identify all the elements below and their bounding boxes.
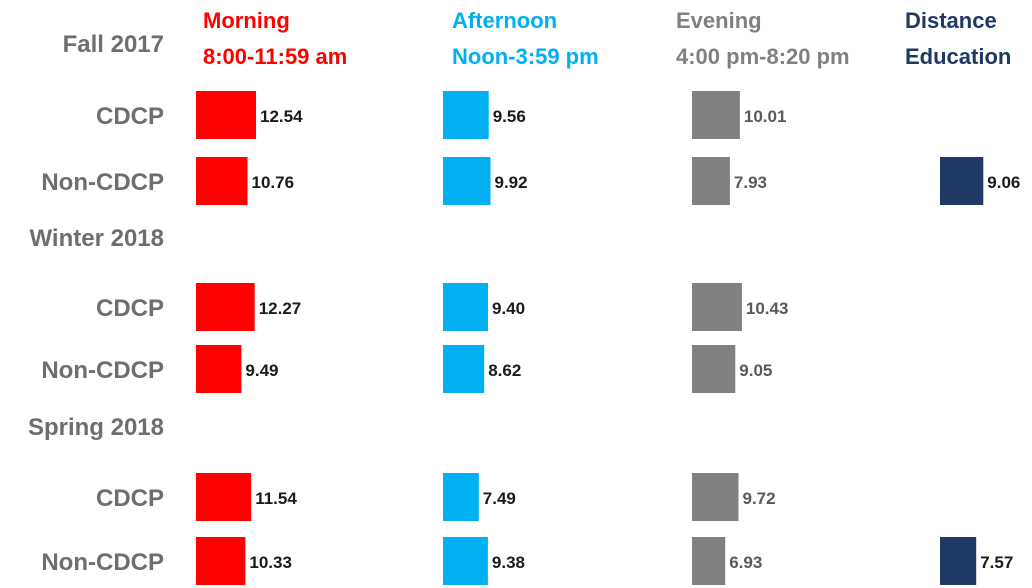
bar-evening <box>692 473 739 521</box>
bar-morning <box>196 473 252 521</box>
value-label-afternoon: 9.56 <box>493 107 526 126</box>
value-label-evening: 9.72 <box>743 489 776 508</box>
value-label-evening: 9.05 <box>739 361 772 380</box>
bar-afternoon <box>443 157 491 205</box>
bar-morning <box>196 91 256 139</box>
term-label: Fall 2017 <box>63 31 164 58</box>
row-label: CDCP <box>96 485 164 512</box>
bar-distance <box>940 537 977 585</box>
row-label: CDCP <box>96 103 164 130</box>
term-label: Winter 2018 <box>29 225 164 252</box>
value-label-evening: 10.43 <box>746 299 789 318</box>
bar-distance <box>940 157 984 205</box>
bar-afternoon <box>443 91 489 139</box>
bar-evening <box>692 91 740 139</box>
row-label: Non-CDCP <box>41 357 164 384</box>
value-label-evening: 10.01 <box>744 107 787 126</box>
value-label-evening: 7.93 <box>734 173 767 192</box>
bar-morning <box>196 283 255 331</box>
value-label-distance: 9.06 <box>987 173 1020 192</box>
bar-afternoon <box>443 473 479 521</box>
bar-evening <box>692 283 742 331</box>
value-label-morning: 9.49 <box>245 361 278 380</box>
bar-evening <box>692 345 736 393</box>
value-label-evening: 6.93 <box>729 553 762 572</box>
header-afternoon-subtitle: Noon-3:59 pm <box>452 44 599 69</box>
header-afternoon-title: Afternoon <box>452 8 557 33</box>
row-label: CDCP <box>96 295 164 322</box>
bar-afternoon <box>443 345 485 393</box>
value-label-morning: 11.54 <box>255 489 297 508</box>
bar-evening <box>692 157 730 205</box>
bar-morning <box>196 345 242 393</box>
bar-afternoon <box>443 283 488 331</box>
row-label: Non-CDCP <box>41 169 164 196</box>
value-label-morning: 12.54 <box>260 107 303 126</box>
value-label-morning: 10.33 <box>249 553 292 572</box>
header-morning-subtitle: 8:00-11:59 am <box>203 44 347 69</box>
value-label-afternoon: 9.92 <box>495 173 528 192</box>
value-label-morning: 12.27 <box>259 299 302 318</box>
header-evening-title: Evening <box>676 8 762 33</box>
term-label: Spring 2018 <box>28 414 164 441</box>
header-morning-title: Morning <box>203 8 290 33</box>
value-label-afternoon: 9.40 <box>492 299 525 318</box>
header-distance-subtitle: Education <box>905 44 1011 69</box>
header-evening-subtitle: 4:00 pm-8:20 pm <box>676 44 850 69</box>
bar-afternoon <box>443 537 488 585</box>
header-distance-title: Distance <box>905 8 997 33</box>
bar-morning <box>196 537 246 585</box>
value-label-morning: 10.76 <box>252 173 295 192</box>
value-label-afternoon: 8.62 <box>488 361 521 380</box>
value-label-afternoon: 9.38 <box>492 553 525 572</box>
row-label: Non-CDCP <box>41 549 164 576</box>
value-label-distance: 7.57 <box>980 553 1013 572</box>
bar-evening <box>692 537 726 585</box>
value-label-afternoon: 7.49 <box>483 489 516 508</box>
bar-morning <box>196 157 248 205</box>
